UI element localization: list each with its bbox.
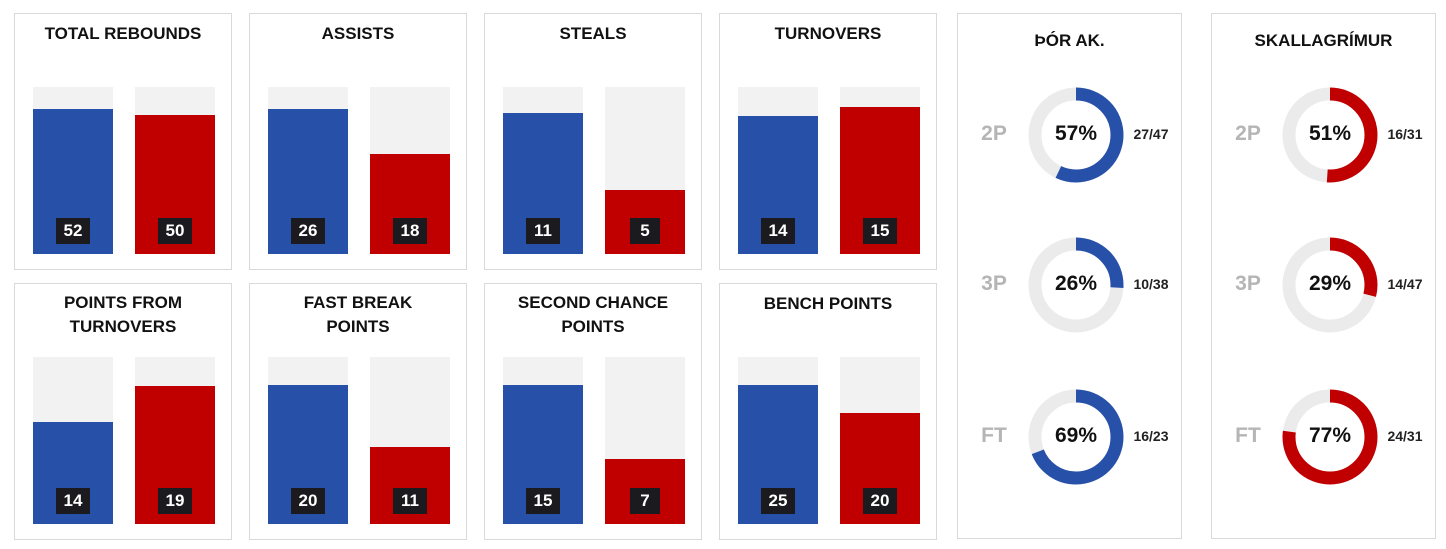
panel-title: BENCH POINTS: [763, 294, 893, 313]
shot-donut: [1282, 87, 1378, 183]
panel-title: STEALS: [559, 24, 627, 43]
shot-percent: 69%: [1054, 424, 1098, 447]
shot-made-attempted: 10/38: [1133, 276, 1169, 292]
bar-track: 14: [33, 357, 113, 524]
stat-panel-bench-points: BENCH POINTS 25 20: [719, 283, 937, 540]
shot-percent: 57%: [1054, 122, 1098, 145]
stat-panel-turnovers: TURNOVERS 14 15: [719, 13, 937, 270]
bar-track: 52: [33, 87, 113, 254]
bar-track: 14: [738, 87, 818, 254]
bar-track: 19: [135, 357, 215, 524]
bar-value-label: 7: [630, 488, 660, 514]
bar-track: 15: [840, 87, 920, 254]
donut-arc: [1028, 87, 1124, 183]
donut-arc: [1282, 389, 1378, 485]
shot-category: 2P: [1235, 122, 1261, 145]
shot-made-attempted: 16/23: [1133, 428, 1169, 444]
bar-value-label: 20: [863, 488, 897, 514]
shot-donut: [1282, 237, 1378, 333]
shot-made-attempted: 14/47: [1387, 276, 1423, 292]
shot-donut: [1028, 237, 1124, 333]
shot-made-attempted: 16/31: [1387, 126, 1423, 142]
bar-value-label: 5: [630, 218, 660, 244]
bar-track: 20: [840, 357, 920, 524]
stat-panel-assists: ASSISTS 26 18: [249, 13, 467, 270]
donut-arc: [1028, 389, 1124, 485]
bar-value-label: 14: [761, 218, 795, 244]
bar-track: 25: [738, 357, 818, 524]
shot-donut: [1028, 87, 1124, 183]
shot-percent: 26%: [1054, 272, 1098, 295]
shot-category: 3P: [981, 272, 1007, 295]
bar-value-label: 15: [863, 218, 897, 244]
shot-category: FT: [981, 424, 1007, 447]
shot-made-attempted: 27/47: [1133, 126, 1169, 142]
bar-track: 11: [503, 87, 583, 254]
bar-value-label: 25: [761, 488, 795, 514]
bar-value-label: 20: [291, 488, 325, 514]
bar-track: 20: [268, 357, 348, 524]
donut-arc: [1028, 237, 1124, 333]
shot-percent: 29%: [1308, 272, 1352, 295]
stat-panel-total-rebounds: TOTAL REBOUNDS 52 50: [14, 13, 232, 270]
bar-track: 26: [268, 87, 348, 254]
shooting-panel-2: SKALLAGRÍMUR 2P 51% 16/31 3P 29% 14/47 FT 77% 24/…: [1211, 13, 1436, 539]
panel-title: POINTS FROM TURNOVERS: [63, 293, 183, 336]
shooting-panel-1: ÞÓR AK. 2P 57% 27/47 3P 26% 10/38 FT 69% 16/23: [957, 13, 1182, 539]
stat-panel-points-from-turnovers: POINTS FROM TURNOVERS 14 19: [14, 283, 232, 540]
donut-arc: [1282, 237, 1378, 333]
bar-track: 18: [370, 87, 450, 254]
bar-value-label: 14: [56, 488, 90, 514]
shot-category: 2P: [981, 122, 1007, 145]
panel-title: ASSISTS: [321, 24, 395, 43]
bar-value-label: 52: [56, 218, 90, 244]
donut-arc: [1282, 87, 1378, 183]
shot-category: FT: [1235, 424, 1261, 447]
bar-value-label: 15: [526, 488, 560, 514]
bar-value-label: 19: [158, 488, 192, 514]
bar-track: 50: [135, 87, 215, 254]
stat-panel-fast-break-points: FAST BREAK POINTS 20 11: [249, 283, 467, 540]
shot-percent: 51%: [1308, 122, 1352, 145]
shot-percent: 77%: [1308, 424, 1352, 447]
shot-donut: [1028, 389, 1124, 485]
bar-track: 7: [605, 357, 685, 524]
shot-category: 3P: [1235, 272, 1261, 295]
bar-value-label: 26: [291, 218, 325, 244]
panel-title: SECOND CHANCE POINTS: [517, 293, 669, 336]
panel-title: FAST BREAK POINTS: [303, 293, 413, 336]
bar-track: 5: [605, 87, 685, 254]
shooting-team-name: SKALLAGRÍMUR: [1254, 31, 1393, 50]
stat-panel-second-chance-points: SECOND CHANCE POINTS 15 7: [484, 283, 702, 540]
bar-value-label: 11: [393, 488, 427, 514]
bar-track: 15: [503, 357, 583, 524]
bar-value-label: 50: [158, 218, 192, 244]
bar-track: 11: [370, 357, 450, 524]
shot-donut: [1282, 389, 1378, 485]
stat-panel-steals: STEALS 11 5: [484, 13, 702, 270]
shooting-team-name: ÞÓR AK.: [1034, 31, 1105, 50]
bar-value-label: 11: [526, 218, 560, 244]
panel-title: TURNOVERS: [774, 24, 882, 43]
bar-value-label: 18: [393, 218, 427, 244]
shot-made-attempted: 24/31: [1387, 428, 1423, 444]
panel-title: TOTAL REBOUNDS: [44, 24, 202, 43]
